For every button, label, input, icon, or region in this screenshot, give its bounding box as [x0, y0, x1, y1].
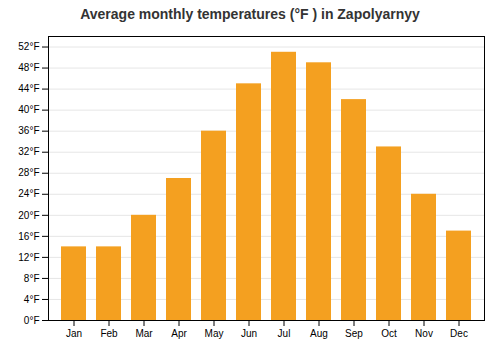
html-text:Average monthly temperatures (: Average monthly temperatures (°F ) in Za… [80, 6, 420, 22]
svg-text:20°F: 20°F [18, 210, 39, 221]
svg-text:May: May [205, 328, 224, 339]
svg-text:0°F: 0°F [24, 315, 40, 326]
svg-text:44°F: 44°F [18, 83, 39, 94]
svg-text:Mar: Mar [135, 328, 153, 339]
svg-text:Nov: Nov [415, 328, 433, 339]
svg-text:12°F: 12°F [18, 252, 39, 263]
svg-text:Oct: Oct [381, 328, 397, 339]
svg-text:32°F: 32°F [18, 146, 39, 157]
svg-text:24°F: 24°F [18, 188, 39, 199]
svg-text:Apr: Apr [171, 328, 187, 339]
svg-text:8°F: 8°F [24, 273, 40, 284]
svg-text:Feb: Feb [100, 328, 118, 339]
svg-text:36°F: 36°F [18, 125, 39, 136]
svg-text:Jul: Jul [278, 328, 291, 339]
svg-text:Jan: Jan [66, 328, 82, 339]
svg-text:Jun: Jun [241, 328, 257, 339]
svg-text:16°F: 16°F [18, 231, 39, 242]
svg-text:4°F: 4°F [24, 294, 40, 305]
svg-text:Aug: Aug [310, 328, 328, 339]
svg-text:Sep: Sep [345, 328, 363, 339]
svg-text:40°F: 40°F [18, 104, 39, 115]
svg-text:Dec: Dec [450, 328, 468, 339]
svg-text:52°F: 52°F [18, 41, 39, 52]
svg-text:48°F: 48°F [18, 62, 39, 73]
svg-text:28°F: 28°F [18, 167, 39, 178]
